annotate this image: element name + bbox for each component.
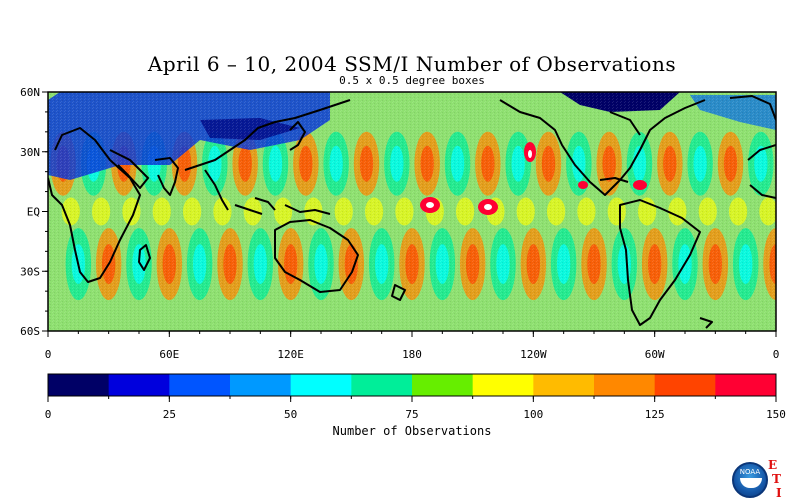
lon-label: 60W [645,348,665,361]
colorbar-swatch [290,374,352,396]
noaa-logo-text: NOAA [739,468,761,476]
map-title: April 6 – 10, 2004 SSM/I Number of Obser… [147,52,677,76]
colorbar-tick-label: 0 [45,408,52,421]
longitude-axis: 0 60E 120E 180 120W 60W 0 [45,331,780,361]
colorbar-tick-label: 150 [766,408,786,421]
lat-label: 60N [20,86,40,99]
colorbar-swatch [48,374,110,396]
lat-label: 60S [20,325,40,338]
colorbar-label: Number of Observations [332,424,492,438]
lon-label: 120W [520,348,547,361]
eti-letter-t: T [772,472,781,486]
lon-label: 0 [773,348,780,361]
eti-letter-e: E [768,458,778,472]
colorbar-swatch [472,374,534,396]
colorbar-swatch [169,374,231,396]
lon-label: 0 [45,348,52,361]
lon-label: 120E [277,348,304,361]
colorbar-swatch [715,374,777,396]
lon-label: 180 [402,348,422,361]
lat-label: 30N [20,146,40,159]
observation-field [48,92,776,331]
colorbar-tick-label: 125 [645,408,665,421]
noaa-logo-icon: NOAA [732,462,768,498]
noaa-eti-logo: NOAA E T I [732,458,782,500]
colorbar-swatch [108,374,170,396]
latitude-axis: 60N 30N EQ 30S 60S [20,86,48,338]
map-subtitle: 0.5 x 0.5 degree boxes [339,74,485,87]
colorbar-tick-label: 25 [163,408,176,421]
colorbar-swatch [594,374,656,396]
lat-label: EQ [27,206,40,219]
colorbar [47,373,777,397]
colorbar-tick-label: 100 [523,408,543,421]
colorbar-swatch [230,374,292,396]
colorbar-swatch [654,374,716,396]
lon-label: 60E [159,348,179,361]
eti-letter-i: I [776,486,782,500]
colorbar-swatch [412,374,474,396]
colorbar-tick-label: 50 [284,408,297,421]
colorbar-swatch [533,374,595,396]
lat-label: 30S [20,265,40,278]
colorbar-tick-label: 75 [405,408,418,421]
colorbar-ticks: 0 25 50 75 100 125 150 [45,396,786,421]
colorbar-swatch [351,374,413,396]
coastlines [48,95,776,329]
